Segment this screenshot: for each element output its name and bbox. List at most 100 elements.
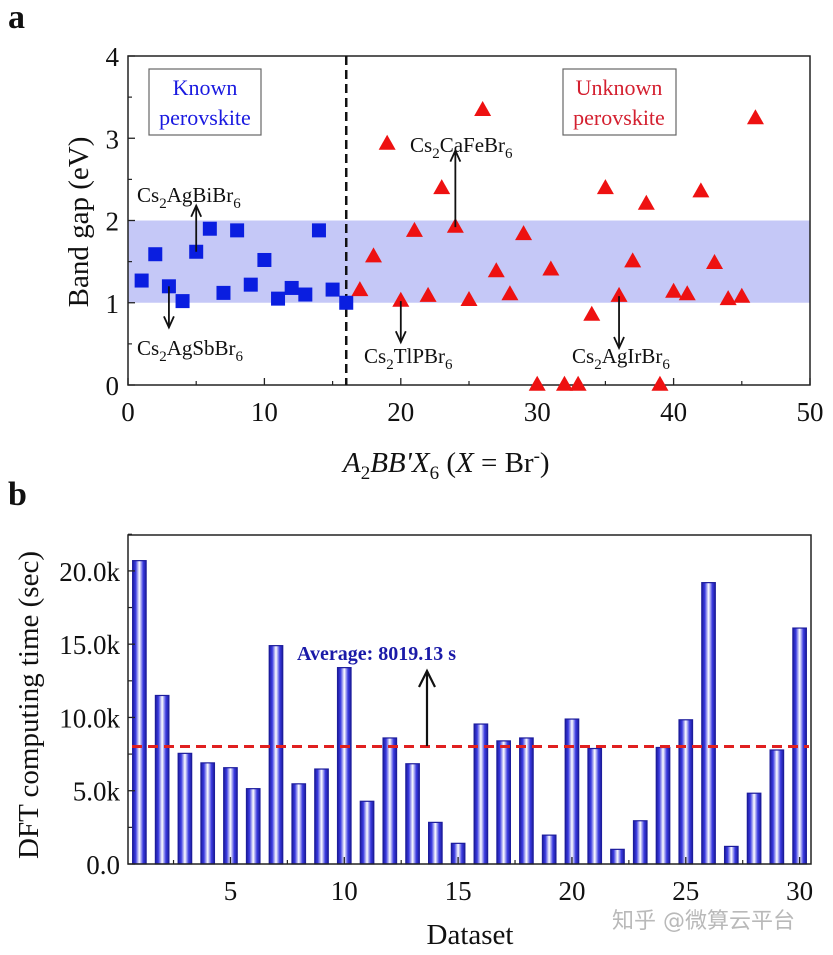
legend-known-line1: Known: [173, 75, 238, 100]
annotation-arrow-head: [163, 316, 175, 330]
unknown-point: [706, 253, 724, 269]
unknown-point: [746, 109, 764, 125]
y-tick-label-b: 20.0k: [59, 557, 120, 587]
average-arrow-head: [418, 668, 436, 688]
x-tick-label-a: 40: [660, 397, 687, 427]
unknown-point: [678, 285, 696, 301]
bar: [678, 719, 694, 865]
known-point: [148, 247, 163, 262]
known-point: [243, 277, 258, 292]
bar: [769, 749, 785, 865]
legend-unknown-line1: Unknown: [576, 75, 663, 100]
unknown-point: [433, 179, 451, 195]
known-point: [298, 287, 313, 302]
annotation-cs2agirbr6: Cs2AgIrBr6: [572, 344, 670, 373]
legend-known-line2: perovskite: [159, 105, 251, 130]
bar: [610, 848, 625, 865]
y-tick-label-b: 10.0k: [59, 703, 120, 733]
legend-box-unknown-frame: [562, 68, 677, 136]
known-point: [175, 294, 190, 309]
bar: [245, 788, 261, 865]
known-point: [325, 282, 340, 297]
bar: [177, 752, 193, 865]
unknown-point: [624, 252, 642, 268]
bars: [132, 560, 807, 865]
average-arrow: [418, 668, 436, 746]
unknown-point: [487, 262, 505, 278]
average-label: Average: 8019.13 s: [297, 643, 456, 665]
unknown-point: [501, 285, 519, 301]
bar: [541, 834, 557, 865]
unknown-point: [610, 286, 628, 302]
x-tick-label-a: 10: [251, 397, 278, 427]
x-tick-label-a: 20: [387, 397, 414, 427]
bar: [336, 667, 352, 865]
x-tick-label-a: 0: [121, 397, 135, 427]
panel-b: b 5 10 15 20 25 30 0.0 5.0k 10.0k 15.0k 20.0k Aver…: [8, 476, 813, 951]
panel-label-b: b: [8, 476, 27, 513]
annotation-arrow-head: [613, 336, 625, 351]
unknown-point: [569, 375, 587, 391]
bar: [428, 821, 443, 865]
y-tick-label-a: 4: [106, 42, 120, 72]
bar: [519, 737, 534, 865]
unknown-point: [419, 286, 437, 302]
y-axis-title-b: DFT computing time (sec): [13, 551, 45, 859]
x-tick-label-b: 5: [224, 876, 238, 906]
y-tick-label-b: 0.0: [86, 850, 120, 880]
unknown-point: [405, 221, 423, 237]
unknown-point: [719, 290, 737, 306]
annotation-arrow-head: [190, 203, 203, 218]
unknown-point: [351, 281, 369, 297]
known-point: [202, 221, 217, 236]
x-tick-label-b: 15: [445, 876, 472, 906]
bar: [496, 740, 511, 865]
panel-a: a 0 10 20 30 40 50 0 1 2 3 4 Known perovskite Unkn…: [8, 0, 824, 484]
legend-box-known: Known perovskite: [148, 68, 262, 136]
bar: [587, 747, 603, 865]
y-tick-label-a: 0: [106, 371, 120, 401]
bar: [200, 762, 216, 865]
y-tick-label-b: 5.0k: [73, 777, 121, 807]
known-point: [134, 273, 149, 288]
known-point: [230, 223, 245, 238]
annotation-cs2tlpbr6: Cs2TlPBr6: [364, 344, 453, 373]
bar: [314, 768, 329, 865]
annotation-arrow-head: [449, 148, 462, 162]
unknown-point: [733, 287, 751, 303]
annotation-cs2agsbbr6: Cs2AgSbBr6: [137, 336, 244, 365]
unknown-point: [528, 375, 546, 391]
bar: [154, 694, 170, 865]
unknown-point: [651, 375, 669, 391]
unknown-point: [515, 225, 533, 241]
unknown-point: [474, 100, 492, 116]
y-tick-label-a: 3: [106, 124, 120, 154]
x-tick-label-a: 50: [797, 397, 824, 427]
known-point: [271, 291, 286, 306]
annotation-cs2cafebr6: Cs2CaFeBr6: [410, 133, 513, 162]
bar: [291, 783, 307, 865]
unknown-point: [542, 260, 560, 276]
bar: [223, 767, 238, 865]
x-tick-label-b: 10: [331, 876, 358, 906]
bar: [405, 763, 420, 865]
known-point: [339, 295, 354, 310]
y-axis-title-a: Band gap (eV): [63, 137, 95, 308]
y-tick-label-a: 1: [106, 289, 120, 319]
y-tick-label-a: 2: [106, 207, 120, 237]
unknown-point: [555, 375, 573, 391]
watermark: 知乎 @微算云平台: [612, 909, 795, 934]
bar: [746, 792, 762, 865]
known-point: [257, 252, 272, 267]
legend-box-unknown: Unknown perovskite: [562, 68, 677, 136]
plot-frame-a: [127, 55, 811, 386]
unknown-point: [692, 182, 710, 198]
annotation-cs2agbibr6: Cs2AgBiBr6: [137, 183, 241, 212]
unknown-point: [665, 282, 683, 298]
annotation-arrow-head: [394, 330, 407, 345]
x-tick-label-a: 30: [524, 397, 551, 427]
bar: [359, 800, 375, 865]
known-point: [284, 280, 299, 295]
unknown-point: [392, 291, 410, 307]
